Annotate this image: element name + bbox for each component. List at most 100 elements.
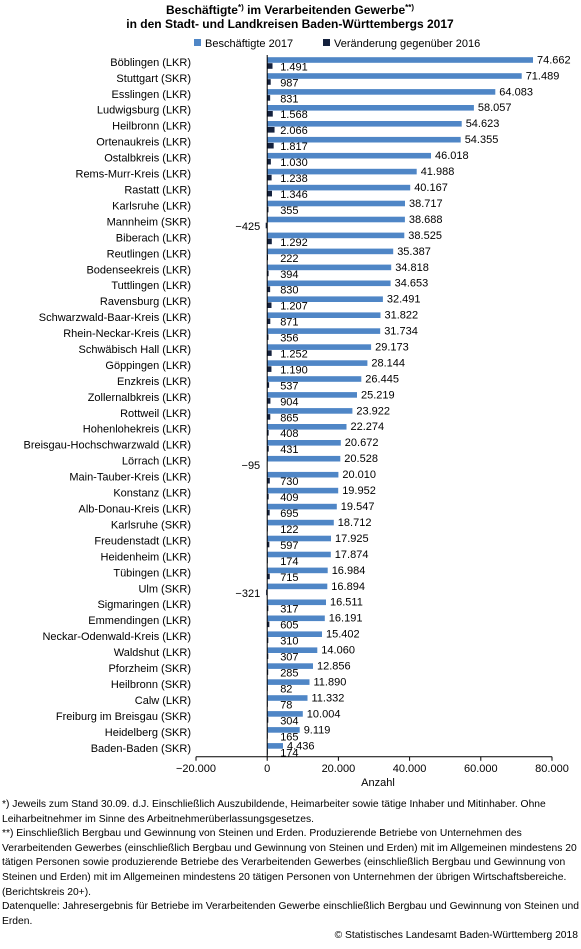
value-label-employees: 34.818 — [395, 262, 429, 274]
value-label-change: 1.190 — [280, 365, 308, 377]
value-label-employees: 58.057 — [478, 102, 512, 114]
value-label-employees: 17.874 — [335, 549, 369, 561]
bar-employees — [267, 615, 325, 622]
value-label-change: −95 — [242, 460, 261, 472]
bar-change — [267, 653, 269, 659]
bar-change — [267, 446, 269, 452]
value-label-employees: 20.672 — [345, 437, 379, 449]
bar-employees — [267, 328, 381, 334]
value-label-employees: 46.018 — [435, 150, 469, 162]
bar-employees — [267, 57, 533, 63]
plot-area: Böblingen (LKR) 74.662 1.491 Stuttgart (SKR… — [23, 54, 570, 774]
category-label: Rhein-Neckar-Kreis (LKR) — [63, 328, 191, 340]
category-label: Lörrach (LKR) — [122, 456, 191, 468]
bar-employees — [267, 727, 300, 733]
value-label-employees: 16.191 — [329, 613, 363, 625]
value-label-employees: 17.925 — [335, 533, 369, 545]
bar-change — [267, 637, 269, 643]
category-label: Stuttgart (SKR) — [116, 73, 191, 85]
value-label-employees: 26.445 — [365, 373, 399, 385]
legend-label-employees: Beschäftigte 2017 — [205, 38, 293, 50]
chart-title-line2: in den Stadt- und Landkreisen Baden-Würt… — [126, 17, 454, 31]
bar-employees — [267, 248, 394, 255]
bar-change — [267, 190, 272, 197]
bar-employees — [267, 663, 313, 669]
bar-employees — [267, 296, 383, 302]
value-label-employees: 12.856 — [317, 661, 351, 673]
bar-change — [267, 63, 273, 69]
bar-employees — [267, 567, 328, 574]
value-label-change: 165 — [280, 731, 298, 743]
value-label-change: 355 — [280, 205, 298, 217]
category-label: Calw (LKR) — [135, 695, 191, 707]
value-label-employees: 20.010 — [342, 469, 376, 481]
value-label-employees: 9.119 — [304, 724, 331, 736]
value-label-employees: 38.717 — [409, 198, 443, 210]
category-label: Karlsruhe (SKR) — [111, 519, 191, 531]
bar-employees — [267, 136, 461, 143]
category-label: Göppingen (LKR) — [105, 360, 191, 372]
category-label: Ortenaukreis (LKR) — [96, 137, 191, 149]
category-label: Ulm (SKR) — [138, 583, 191, 595]
value-label-employees: 32.491 — [387, 294, 421, 306]
bar-employees — [267, 695, 308, 701]
value-label-change: 1.238 — [280, 173, 308, 185]
bar-change — [267, 573, 270, 580]
bar-employees — [267, 89, 496, 95]
value-label-change: 310 — [280, 636, 298, 648]
category-label: Biberach (LKR) — [116, 232, 191, 244]
value-label-employees: 15.402 — [326, 629, 360, 641]
bar-employees — [267, 631, 322, 637]
bar-employees — [267, 440, 341, 446]
category-label: Tübingen (LKR) — [113, 567, 191, 579]
value-label-change: 174 — [280, 747, 298, 759]
bar-change — [267, 111, 273, 117]
bar-change — [267, 605, 269, 612]
bar-employees — [267, 455, 341, 462]
bar-employees — [267, 264, 392, 271]
bar-change — [267, 477, 270, 484]
bar-employees — [267, 679, 310, 685]
legend-swatch-employees — [194, 39, 201, 46]
value-label-employees: 40.167 — [414, 182, 448, 194]
category-label: Rottweil (LKR) — [120, 408, 191, 420]
footnote-2: **) Einschließlich Bergbau und Gewinnung… — [2, 828, 577, 898]
bar-employees — [267, 583, 328, 590]
category-label: Enzkreis (LKR) — [117, 376, 191, 388]
value-label-employees: 19.952 — [342, 485, 376, 497]
bar-employees — [267, 184, 411, 191]
bar-employees — [267, 487, 339, 494]
bar-employees — [267, 344, 372, 350]
value-label-employees: 38.688 — [409, 214, 443, 226]
category-label: Freiburg im Breisgau (SKR) — [56, 711, 191, 723]
value-label-change: −425 — [235, 221, 260, 233]
value-label-change: 2.066 — [280, 125, 308, 137]
bar-employees — [267, 647, 318, 653]
bar-change — [267, 302, 272, 308]
bar-employees — [267, 535, 331, 542]
category-label: Waldshut (LKR) — [114, 647, 191, 659]
category-label: Ludwigsburg (LKR) — [97, 105, 191, 117]
category-label: Emmendingen (LKR) — [88, 615, 191, 627]
bar-employees — [267, 711, 303, 717]
bar-change — [267, 142, 274, 149]
value-label-change: 865 — [280, 412, 298, 424]
value-label-change: 285 — [280, 668, 298, 680]
value-label-employees: 19.547 — [341, 501, 375, 513]
category-label: Rastatt (LKR) — [124, 185, 191, 197]
category-label: Ravensburg (LKR) — [100, 296, 191, 308]
category-label: Baden-Baden (SKR) — [91, 743, 191, 755]
value-label-change: 222 — [280, 253, 298, 265]
bar-change — [267, 127, 275, 133]
category-label: Böblingen (LKR) — [110, 57, 191, 69]
bar-change — [267, 366, 272, 372]
value-label-change: 730 — [280, 476, 298, 488]
category-label: Tuttlingen (LKR) — [111, 280, 191, 292]
bar-employees — [267, 424, 347, 430]
bar-change — [267, 430, 269, 436]
value-label-change: 715 — [280, 572, 298, 584]
value-label-employees: 4.436 — [287, 740, 315, 752]
bar-employees — [267, 232, 405, 239]
bar-employees — [267, 392, 357, 398]
value-label-change: 695 — [280, 508, 298, 520]
